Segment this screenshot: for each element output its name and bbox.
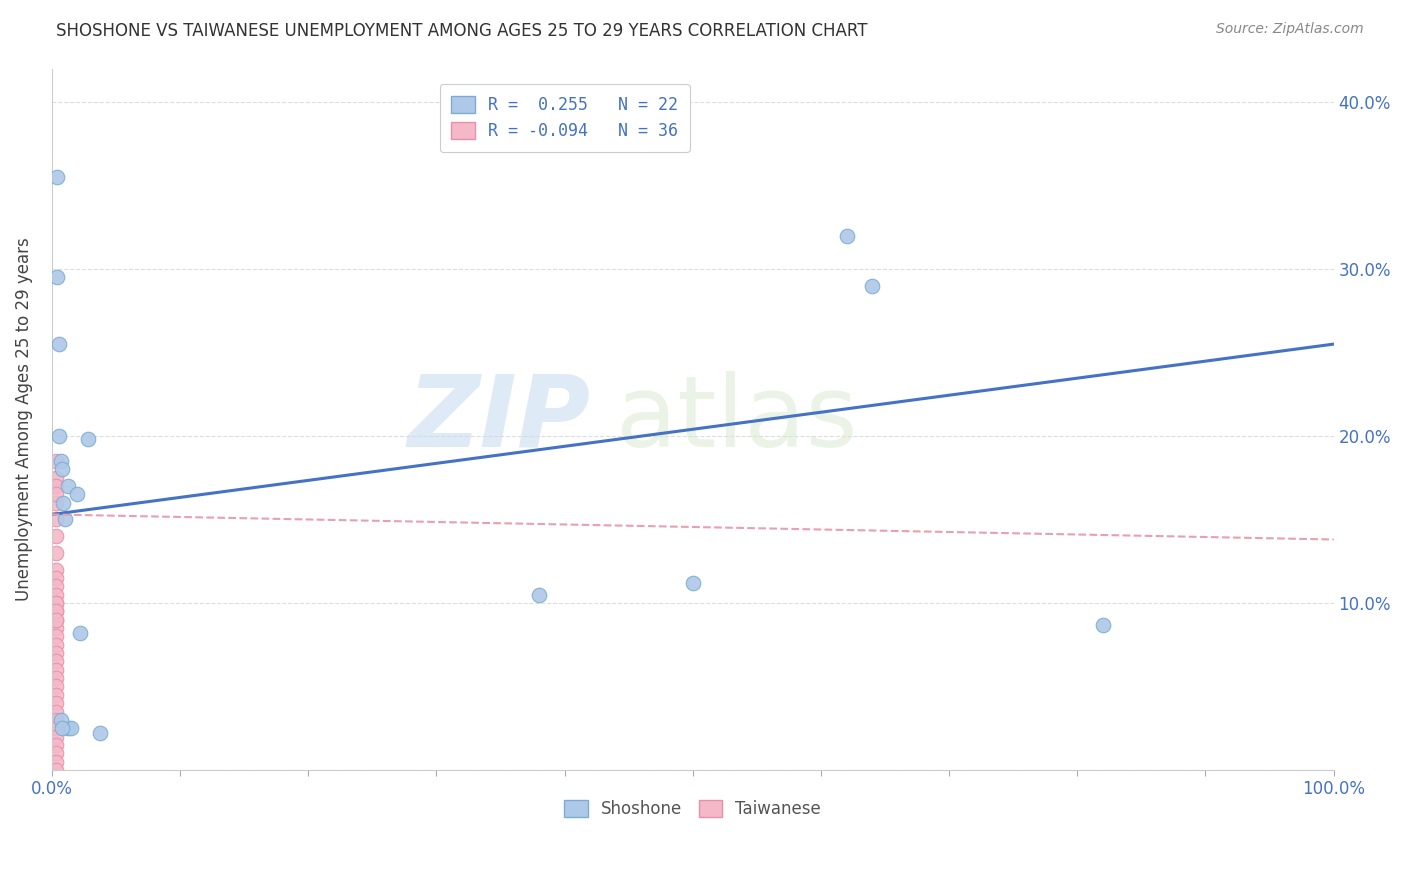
Point [58, 479, 80, 493]
Text: Source: ZipAtlas.com: Source: ZipAtlas.com [1216, 22, 1364, 37]
Point [69, 626, 91, 640]
Point [45, 663, 67, 677]
Point [835, 228, 858, 243]
Text: SHOSHONE VS TAIWANESE UNEMPLOYMENT AMONG AGES 25 TO 29 YEARS CORRELATION CHART: SHOSHONE VS TAIWANESE UNEMPLOYMENT AMONG… [56, 22, 868, 40]
Point [45, 747, 67, 761]
Point [53, 512, 76, 526]
Point [58, 721, 80, 735]
Point [45, 655, 67, 669]
Point [45, 563, 67, 577]
Point [682, 576, 704, 591]
Point [49, 713, 72, 727]
Point [49, 454, 72, 468]
Point [51, 721, 73, 735]
Point [89, 726, 111, 740]
Point [48, 429, 70, 443]
Point [48, 337, 70, 351]
Point [45, 713, 67, 727]
Point [76, 432, 98, 446]
Point [45, 579, 67, 593]
Point [45, 270, 67, 285]
Point [45, 170, 67, 185]
Point [66, 487, 89, 501]
Point [45, 604, 67, 618]
Point [45, 721, 67, 735]
Point [45, 730, 67, 744]
Point [45, 755, 67, 769]
Point [527, 588, 550, 602]
Point [860, 278, 883, 293]
Point [45, 629, 67, 643]
Point [45, 571, 67, 585]
Point [51, 462, 73, 476]
Point [45, 596, 67, 610]
Point [45, 646, 67, 660]
Point [59, 721, 82, 735]
Point [45, 588, 67, 602]
Point [45, 471, 67, 485]
Point [45, 763, 67, 777]
Point [45, 604, 67, 618]
Y-axis label: Unemployment Among Ages 25 to 29 years: Unemployment Among Ages 25 to 29 years [15, 237, 32, 601]
Point [45, 680, 67, 694]
Point [45, 546, 67, 560]
Point [45, 705, 67, 719]
Point [45, 696, 67, 710]
Point [45, 596, 67, 610]
Point [45, 613, 67, 627]
Point [45, 671, 67, 685]
Point [45, 529, 67, 543]
Point [45, 688, 67, 702]
Point [45, 613, 67, 627]
Point [45, 479, 67, 493]
Text: ZIP: ZIP [408, 371, 591, 467]
Point [45, 621, 67, 635]
Text: atlas: atlas [616, 371, 858, 467]
Point [52, 496, 75, 510]
Point [1091, 617, 1114, 632]
Point [45, 496, 67, 510]
Point [45, 487, 67, 501]
Point [45, 512, 67, 526]
Point [45, 638, 67, 652]
Point [45, 738, 67, 752]
Legend: Shoshone, Taiwanese: Shoshone, Taiwanese [558, 793, 828, 825]
Point [45, 454, 67, 468]
